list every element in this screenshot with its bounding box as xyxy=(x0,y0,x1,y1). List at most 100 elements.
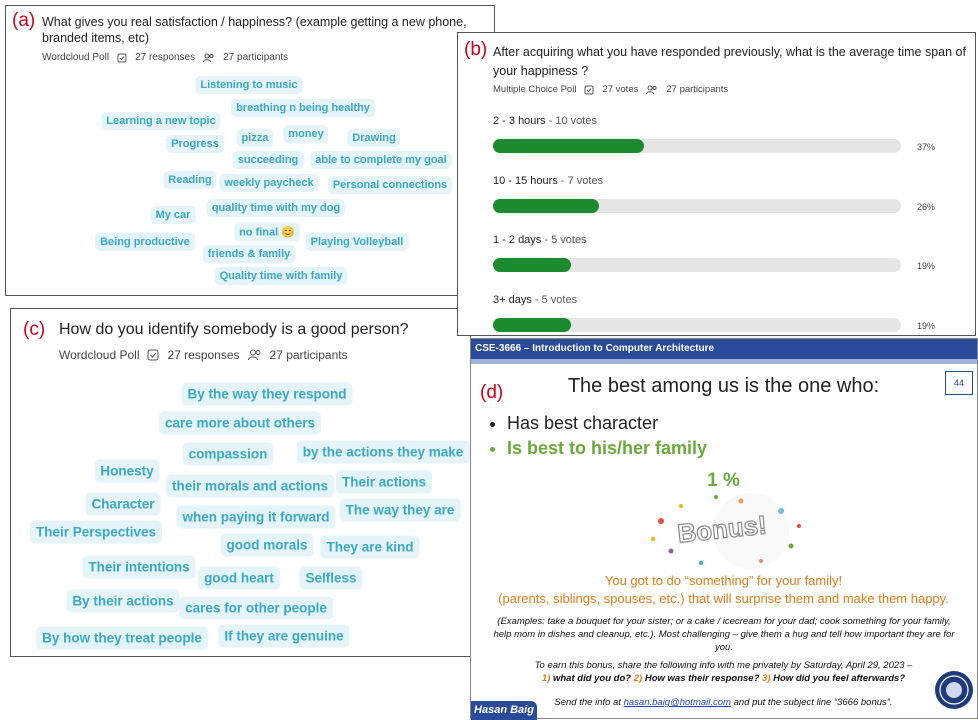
word-chip: quality time with my dog xyxy=(206,199,346,217)
poll-type: Multiple Choice Poll xyxy=(493,84,577,95)
email-link[interactable]: hasan.baig@hotmail.com xyxy=(623,697,731,708)
word-chip: By how they treat people xyxy=(36,626,208,650)
poll-type: Wordcloud Poll xyxy=(42,52,110,63)
send: Send the info at hasan.baig@hotmail.com … xyxy=(471,696,976,709)
word-chip: Being productive xyxy=(95,233,195,251)
word-chip: Their actions xyxy=(335,470,433,494)
bullet: Has best character xyxy=(507,411,707,436)
percent-label: 19% xyxy=(917,261,936,271)
votes: 27 votes xyxy=(602,84,639,95)
word-chip: when paying it forward xyxy=(176,505,336,529)
option-label: 10 - 15 hours - 7 votes xyxy=(493,175,603,187)
word-chip: care more about others xyxy=(158,411,322,435)
line: (parents, siblings, spouses, etc.) that … xyxy=(498,591,949,606)
bar-track xyxy=(493,139,901,153)
poll-meta: Wordcloud Poll 27 responses 27 participa… xyxy=(59,348,348,362)
word-chip: succeeding xyxy=(232,151,304,169)
panel-tag: (a) xyxy=(12,10,36,31)
word-chip: Character xyxy=(85,492,161,516)
participants: 27 participants xyxy=(269,348,348,362)
option-label: 3+ days - 5 votes xyxy=(493,294,577,306)
send-before: Send the info at xyxy=(554,697,621,708)
question-text: what did you do? xyxy=(552,673,632,684)
word-chip: Drawing xyxy=(347,129,401,147)
earn: To earn this bonus, share the following … xyxy=(534,660,913,671)
option-votes: - 5 votes xyxy=(544,234,587,246)
word-chip: weekly paycheck xyxy=(219,174,319,192)
option-label: 2 - 3 hours - 10 votes xyxy=(493,115,597,127)
word-chip: pizza xyxy=(236,129,274,147)
bar xyxy=(493,198,600,213)
bar xyxy=(493,317,571,332)
word-chip: Learning a new topic xyxy=(101,112,221,130)
panel-tag: (b) xyxy=(464,39,488,60)
icon xyxy=(584,85,594,94)
question-text: How was their response? xyxy=(644,673,760,684)
seal xyxy=(935,671,973,709)
word-chip: Reading xyxy=(163,171,217,189)
question-number: 3) xyxy=(762,673,771,684)
question-text: How did you feel afterwards? xyxy=(773,673,906,684)
word-chip: Honesty xyxy=(94,459,160,483)
word-chip: The way they are xyxy=(339,498,461,522)
question: After acquiring what you have responded … xyxy=(493,45,966,78)
word-chip: breathing n being healthy xyxy=(231,99,375,117)
icon xyxy=(247,349,261,361)
icon xyxy=(117,53,127,62)
responses: 27 responses xyxy=(167,348,240,362)
word-chip: Progress xyxy=(166,135,224,153)
word-chip: good heart xyxy=(198,566,280,590)
word-chip: good morals xyxy=(220,533,314,557)
bullets: Has best character Is best to his/her fa… xyxy=(491,411,707,461)
question: What gives you real satisfaction / happi… xyxy=(42,15,467,45)
question-number: 2) xyxy=(633,673,643,684)
responses: 27 responses xyxy=(135,52,196,63)
panel-c: (c) How do you identify somebody is a go… xyxy=(10,308,471,657)
author: Hasan Baig xyxy=(471,701,537,720)
icon xyxy=(203,53,214,62)
bar xyxy=(493,139,644,153)
word-chip: They are kind xyxy=(320,535,420,559)
word-chip: able to complete my goal xyxy=(310,151,452,169)
participants: 27 participants xyxy=(666,84,729,95)
line: You got to do “something” for your famil… xyxy=(604,573,843,588)
word-chip: Selfless xyxy=(299,566,363,590)
option-name: 10 - 15 hours xyxy=(493,174,558,187)
option-votes: - 5 votes xyxy=(534,293,578,306)
header-stripe xyxy=(471,359,977,364)
bar-track xyxy=(493,198,901,213)
panel-a: (a) What gives you real satisfaction / h… xyxy=(5,5,495,296)
word-chip: cares for other people xyxy=(179,596,333,620)
panel-b: (b) After acquiring what you have respon… xyxy=(457,32,976,336)
word-chip: If they are genuine xyxy=(218,624,350,648)
word-chip: money xyxy=(283,125,329,143)
panel-d: CSE-3666 – Introduction to Computer Arch… xyxy=(470,338,978,720)
word-chip: Listening to music xyxy=(195,76,303,94)
word-chip: Personal connections xyxy=(327,176,453,194)
slide-number: 44 xyxy=(945,371,973,395)
confetti xyxy=(651,493,801,569)
icon xyxy=(147,349,159,361)
word-chip: their morals and actions xyxy=(165,474,335,498)
word-chip: My car xyxy=(150,206,196,224)
bar-track xyxy=(493,317,901,332)
option-name: 2 - 3 hours xyxy=(493,115,546,127)
questions: 1) what did you do? 2) How was their res… xyxy=(471,672,976,685)
option-votes: - 7 votes xyxy=(560,174,604,187)
word-chip: compassion xyxy=(182,442,274,466)
bonus-amount: 1 % xyxy=(707,470,740,491)
word-chip: no final 😊 xyxy=(234,222,300,242)
word-chip: By the way they respond xyxy=(181,382,353,406)
percent-label: 37% xyxy=(917,142,936,152)
poll-meta: Wordcloud Poll 27 responses 27 participa… xyxy=(42,52,288,63)
word-chip: Playing Volleyball xyxy=(305,233,409,251)
option-votes: - 10 votes xyxy=(548,115,597,127)
poll-type: Wordcloud Poll xyxy=(59,348,140,362)
bar xyxy=(493,258,571,272)
word-chip: Their intentions xyxy=(82,555,196,579)
word-chip: Their Perspectives xyxy=(29,520,163,544)
icon xyxy=(646,85,657,94)
bonus-image: Bonus! xyxy=(651,493,801,569)
option-label: 1 - 2 days - 5 votes xyxy=(493,234,587,246)
